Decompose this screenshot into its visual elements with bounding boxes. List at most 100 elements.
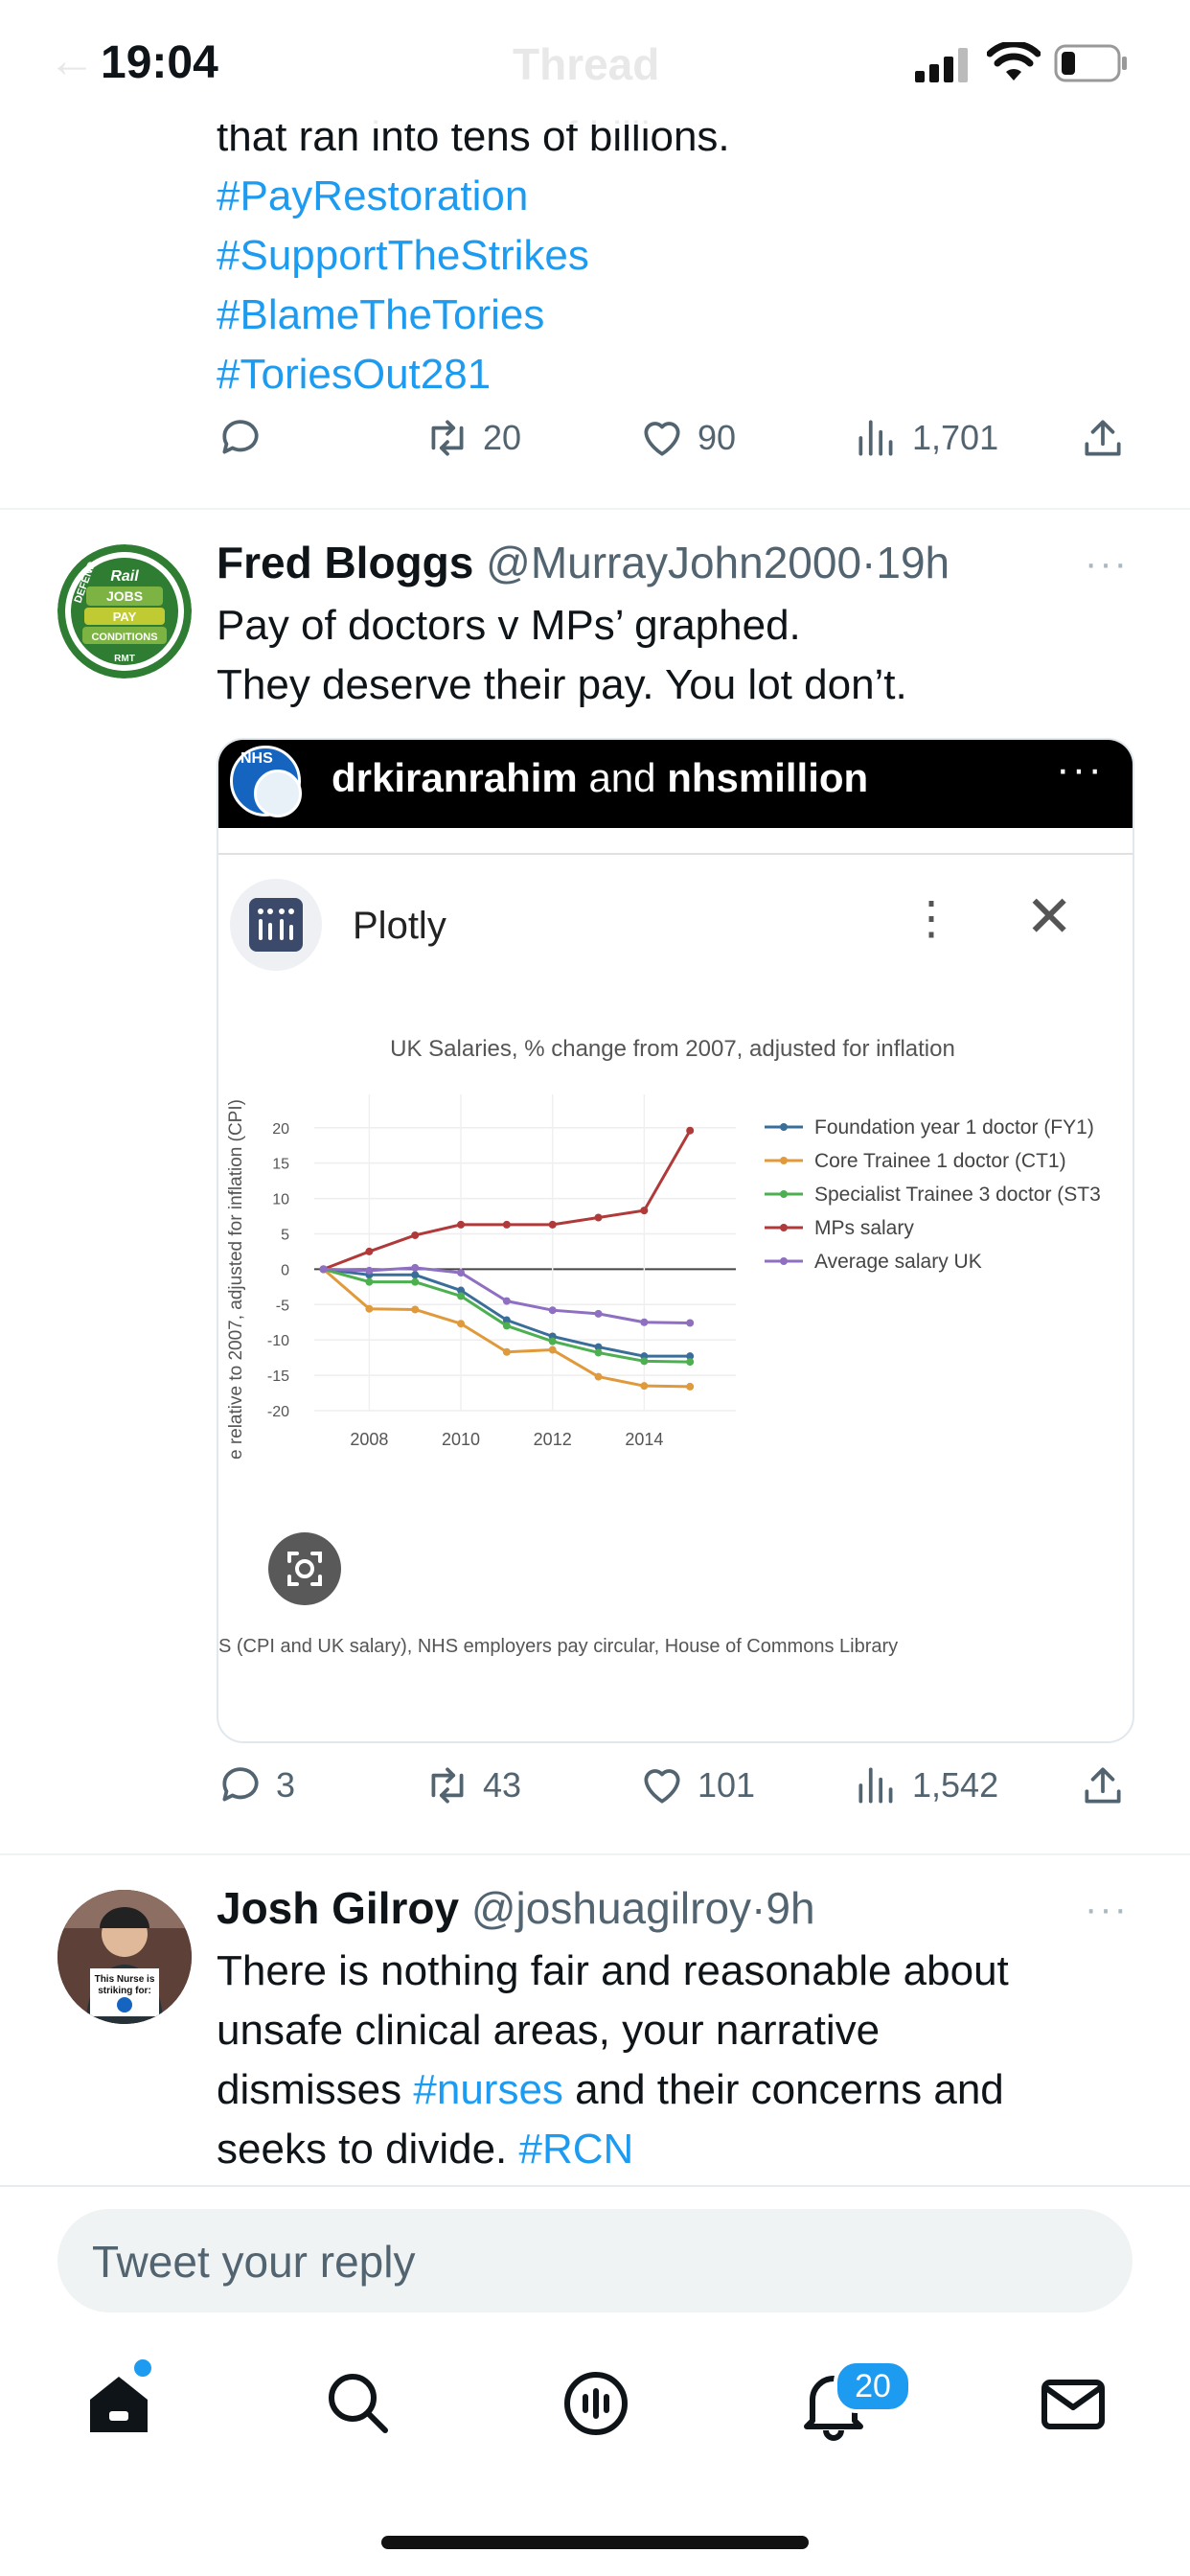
tweet2-body: There is nothing fair and reasonable abo… (217, 1942, 1136, 2179)
hashtag-link[interactable]: #nurses (413, 2066, 563, 2113)
spaces-icon[interactable] (558, 2365, 634, 2442)
data-point (365, 1304, 374, 1313)
search-icon[interactable] (320, 2365, 397, 2442)
legend-label: Core Trainee 1 doctor (CT1) (814, 1150, 1066, 1172)
x-tick-label: 2010 (442, 1430, 480, 1449)
views-button[interactable]: 1,701 (853, 414, 998, 462)
share-button[interactable] (1079, 1761, 1127, 1809)
logo-rail-text: Rail (110, 568, 139, 585)
like-button[interactable]: 90 (638, 414, 736, 462)
like-button[interactable]: 101 (638, 1761, 755, 1809)
hashtag-link[interactable]: #PayRestoration (217, 172, 529, 219)
author-handle[interactable]: @joshuagilroy (470, 1883, 752, 1933)
avatar-label: NHS (240, 750, 273, 767)
screenshot-title: drkiranrahim and nhsmillion (332, 755, 868, 801)
tweet-text-line: dismisses #nurses and their concerns and (217, 2060, 1136, 2120)
data-point (640, 1318, 649, 1326)
views-button[interactable]: 1,542 (853, 1761, 998, 1809)
wifi-icon (987, 42, 1041, 80)
reply-count: 3 (276, 1765, 296, 1805)
avatar-josh-gilroy[interactable]: This Nurse is striking for: (57, 1890, 192, 2024)
author-name[interactable]: Fred Bloggs (217, 538, 474, 587)
hashtag-link[interactable]: #SupportTheStrikes (217, 232, 589, 279)
y-tick-label: 5 (281, 1227, 289, 1243)
series-line (323, 1267, 691, 1364)
notifications-badge: 20 (834, 2359, 912, 2413)
text-segment: dismisses (217, 2066, 414, 2113)
data-point (686, 1319, 695, 1327)
battery-icon (1054, 44, 1127, 82)
data-point (640, 1382, 649, 1391)
reply-icon (222, 420, 259, 454)
data-point (502, 1322, 511, 1330)
tweet-age: 19h (876, 538, 950, 587)
tweet-text-line: There is nothing fair and reasonable abo… (217, 1947, 1009, 1994)
data-point (686, 1382, 695, 1391)
reply-button[interactable] (217, 414, 264, 462)
tweet-media-image[interactable]: NHS drkiranrahim and nhsmillion ··· Plot… (217, 738, 1134, 1743)
reply-input[interactable]: Tweet your reply (57, 2209, 1133, 2312)
legend-label: Specialist Trainee 3 doctor (ST3 (814, 1184, 1101, 1206)
text-segment: and their concerns and (562, 2066, 1004, 2113)
data-point (365, 1266, 374, 1275)
data-point (686, 1126, 695, 1135)
views-count: 1,542 (912, 1765, 999, 1805)
home-icon[interactable] (80, 2365, 157, 2442)
data-point (594, 1213, 603, 1222)
chart-source-note: S (CPI and UK salary), NHS employers pay… (218, 1636, 899, 1657)
retweet-icon (431, 1767, 464, 1804)
reply-button[interactable]: 3 (217, 1761, 295, 1809)
author-handle[interactable]: @MurrayJohn2000 (486, 538, 862, 587)
share-button[interactable] (1079, 414, 1127, 462)
back-arrow-icon[interactable]: ← (48, 34, 96, 87)
tweet-age: 9h (766, 1883, 815, 1933)
data-point (502, 1316, 511, 1324)
data-point (502, 1220, 511, 1229)
salary-line-chart: UK Salaries, % change from 2007, adjuste… (226, 1036, 1101, 1459)
hashtag-link[interactable]: #RCN (518, 2126, 634, 2173)
legend-label: MPs salary (814, 1217, 914, 1239)
y-tick-label: -20 (267, 1404, 289, 1420)
data-point (548, 1306, 557, 1315)
data-point (457, 1286, 466, 1295)
messages-envelope-icon[interactable] (1035, 2365, 1111, 2442)
data-point (640, 1357, 649, 1366)
avatar-fred-bloggs[interactable]: Rail JOBS PAY CONDITIONS RMT DEFEND (57, 544, 192, 678)
data-point (411, 1305, 420, 1314)
sign-text: This Nurse is (95, 1974, 155, 1985)
more-options-icon[interactable]: ··· (1085, 1888, 1129, 1930)
visual-search-icon (268, 1532, 341, 1605)
close-icon: ✕ (1025, 885, 1074, 949)
data-point (502, 1297, 511, 1305)
data-point (640, 1207, 649, 1215)
series-line (323, 1129, 692, 1271)
divider (0, 508, 1190, 510)
hashtag-link[interactable]: #ToriesOut281 (217, 351, 492, 398)
legend-marker (780, 1190, 788, 1198)
home-notification-dot (134, 2359, 151, 2377)
author-name[interactable]: Josh Gilroy (217, 1883, 460, 1933)
retweet-count: 43 (483, 1765, 522, 1805)
retweet-count: 20 (483, 418, 522, 457)
data-point (411, 1277, 420, 1286)
logo-rmt-text: RMT (114, 654, 135, 664)
retweet-button[interactable]: 20 (423, 414, 521, 462)
views-icon (858, 1767, 893, 1804)
x-tick-label: 2012 (534, 1430, 572, 1449)
data-point (457, 1220, 466, 1229)
vertical-more-icon: ⋮ (908, 893, 954, 944)
plotly-app-name: Plotly (353, 905, 446, 947)
logo-pay-text: PAY (113, 610, 137, 624)
tweet-text-line: They deserve their pay. You lot don’t. (217, 661, 907, 708)
data-point (594, 1348, 603, 1357)
hashtag-link[interactable]: #BlameTheTories (217, 291, 545, 338)
retweet-icon (431, 420, 464, 456)
tweet-text-line: seeks to divide. #RCN (217, 2120, 1136, 2179)
username: nhsmillion (667, 755, 869, 800)
data-point (594, 1343, 603, 1351)
y-tick-label: 0 (281, 1262, 289, 1278)
data-point (365, 1277, 374, 1286)
more-options-icon[interactable]: ··· (1085, 542, 1129, 585)
data-point (365, 1247, 374, 1255)
retweet-button[interactable]: 43 (423, 1761, 521, 1809)
